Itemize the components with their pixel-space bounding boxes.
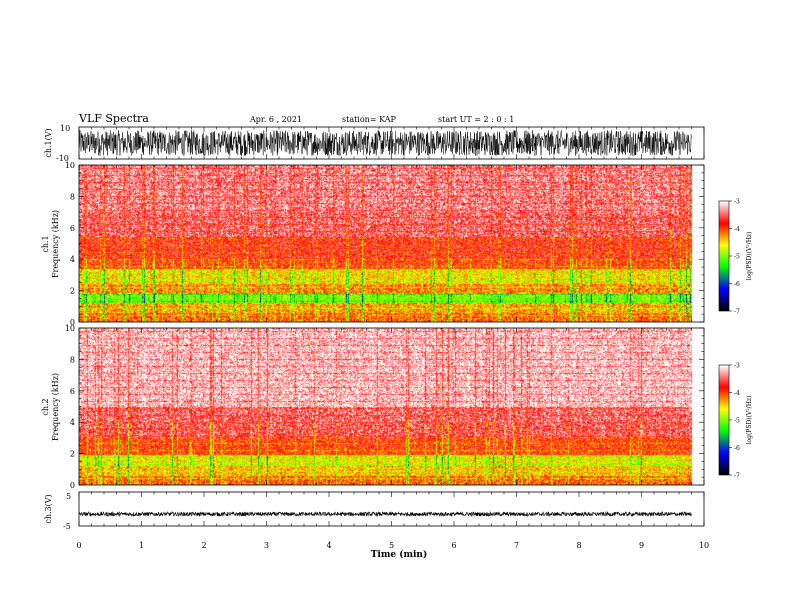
ch2-spectrogram-ytick-label: 8 bbox=[70, 355, 75, 364]
ch1-colorbar-tick-label: -6 bbox=[734, 281, 740, 288]
time-axis-tick-label: 4 bbox=[326, 541, 331, 550]
ch2-spectrogram-panel: 0 2 4 6 8 10 ch.2 Frequency (kHz) bbox=[41, 324, 705, 490]
ch1-colorbar-tick-label: -3 bbox=[734, 199, 740, 206]
ch1-ytick-bottom: -10 bbox=[56, 154, 69, 163]
ch1-channel-label: ch.1 bbox=[41, 235, 50, 252]
ch1-spectrogram-panel: 0 2 4 6 8 10 ch.1 Frequency (kHz) bbox=[41, 161, 705, 327]
ch2-colorbar: -3 -4 -5 -6 -7 log(PSD)(V²/Hz) bbox=[718, 363, 753, 480]
ch1-spectrogram-ytick-label: 0 bbox=[70, 318, 75, 327]
ch2-spectrogram-ytick-label: 2 bbox=[70, 450, 75, 459]
start-time-label: start UT = 2 : 0 : 1 bbox=[438, 115, 514, 124]
ch3-waveform-panel: 5 -5 ch.3(V) 0 1 2 3 4 5 6 7 8 9 10 Time (min) bbox=[44, 491, 709, 560]
ch2-spectrogram-image bbox=[79, 328, 704, 485]
time-axis-tick-label: 2 bbox=[201, 541, 206, 550]
ch2-colorbar-tick-label: -3 bbox=[734, 363, 740, 370]
ch2-colorbar-image-wrap bbox=[719, 365, 729, 475]
time-axis-tick-label: 3 bbox=[264, 541, 269, 550]
ch3-waveform-frame bbox=[78, 491, 705, 527]
ch2-colorbar-tick-label: -4 bbox=[734, 390, 740, 397]
ch1-spectrogram-ytick-label: 6 bbox=[70, 224, 75, 233]
ch1-frequency-ylabel: Frequency (kHz) bbox=[51, 210, 60, 278]
ch3-ytick-top: 5 bbox=[66, 492, 71, 501]
ch1-waveform-panel: 10 -10 ch.1(V) bbox=[44, 124, 705, 163]
ch2-spectrogram-image-wrap bbox=[79, 328, 704, 485]
ch2-colorbar-tick-label: -7 bbox=[734, 473, 740, 480]
ch3-waveform-trace bbox=[78, 510, 692, 518]
ch2-spectrogram-ytick-labels: 0 2 4 6 8 10 bbox=[65, 324, 75, 490]
ch1-colorbar-image-wrap bbox=[719, 201, 729, 311]
ch1-colorbar-image bbox=[719, 201, 729, 311]
ch3-waveform-ticks bbox=[78, 492, 705, 526]
ch1-colorbar-label: log(PSD)(V²/Hz) bbox=[746, 232, 753, 281]
ch2-spectrogram-ytick-label: 6 bbox=[70, 387, 75, 396]
ch2-spectrogram-ytick-label: 10 bbox=[65, 324, 75, 333]
date-label: Apr. 6 , 2021 bbox=[249, 115, 302, 124]
ch3-waveform-ylabel: ch.3(V) bbox=[44, 494, 53, 523]
ch1-colorbar-tick-label: -5 bbox=[734, 254, 740, 261]
ch2-colorbar-ticks: -3 -4 -5 -6 -7 bbox=[729, 363, 740, 480]
time-axis-tick-label: 6 bbox=[451, 541, 456, 550]
figure-title: VLF Spectra bbox=[78, 112, 149, 125]
ch1-spectrogram-ytick-label: 4 bbox=[70, 255, 75, 264]
ch1-spectrogram-ytick-label: 2 bbox=[70, 287, 75, 296]
time-axis-tick-label: 10 bbox=[699, 541, 709, 550]
time-axis-tick-label: 1 bbox=[139, 541, 144, 550]
ch2-colorbar-tick-label: -5 bbox=[734, 418, 740, 425]
ch1-colorbar-tick-label: -4 bbox=[734, 226, 740, 233]
ch1-colorbar-ticks: -3 -4 -5 -6 -7 bbox=[729, 199, 740, 316]
time-axis-tick-label: 7 bbox=[514, 541, 519, 550]
ch1-spectrogram-ytick-labels: 0 2 4 6 8 10 bbox=[65, 161, 75, 327]
time-axis-tick-label: 0 bbox=[76, 541, 81, 550]
ch1-spectrogram-ytick-label: 8 bbox=[70, 192, 75, 201]
time-axis-tick-labels: 0 1 2 3 4 5 6 7 8 9 10 bbox=[76, 541, 709, 550]
ch2-spectrogram-ytick-label: 4 bbox=[70, 418, 75, 427]
ch1-colorbar: -3 -4 -5 -6 -7 log(PSD)(V²/Hz) bbox=[718, 199, 753, 316]
ch2-channel-label: ch.2 bbox=[41, 398, 50, 415]
ch2-colorbar-image bbox=[719, 365, 729, 475]
ch1-spectrogram-image-wrap bbox=[79, 165, 704, 322]
ch2-spectrogram-ticks bbox=[78, 327, 705, 486]
ch3-ytick-bottom: -5 bbox=[63, 522, 71, 531]
ch1-waveform-ylabel: ch.1(V) bbox=[44, 128, 53, 157]
ch2-colorbar-tick-label: -6 bbox=[734, 445, 740, 452]
ch2-frequency-ylabel: Frequency (kHz) bbox=[51, 373, 60, 441]
time-axis-tick-label: 5 bbox=[389, 541, 394, 550]
ch1-spectrogram-image bbox=[79, 165, 704, 322]
ch1-ytick-top: 10 bbox=[60, 124, 70, 133]
station-label: station= KAP bbox=[342, 115, 397, 124]
ch1-waveform-trace bbox=[78, 129, 692, 157]
time-axis-tick-label: 9 bbox=[639, 541, 644, 550]
ch2-spectrogram-ytick-label: 0 bbox=[70, 481, 75, 490]
ch1-spectrogram-ticks bbox=[78, 164, 705, 323]
ch2-colorbar-label: log(PSD)(V²/Hz) bbox=[746, 396, 753, 445]
time-axis-label: Time (min) bbox=[371, 549, 428, 560]
time-axis-tick-label: 8 bbox=[576, 541, 581, 550]
ch1-spectrogram-ytick-label: 10 bbox=[65, 161, 75, 170]
ch1-colorbar-tick-label: -7 bbox=[734, 309, 740, 316]
ch1-waveform-ticks bbox=[78, 127, 705, 159]
